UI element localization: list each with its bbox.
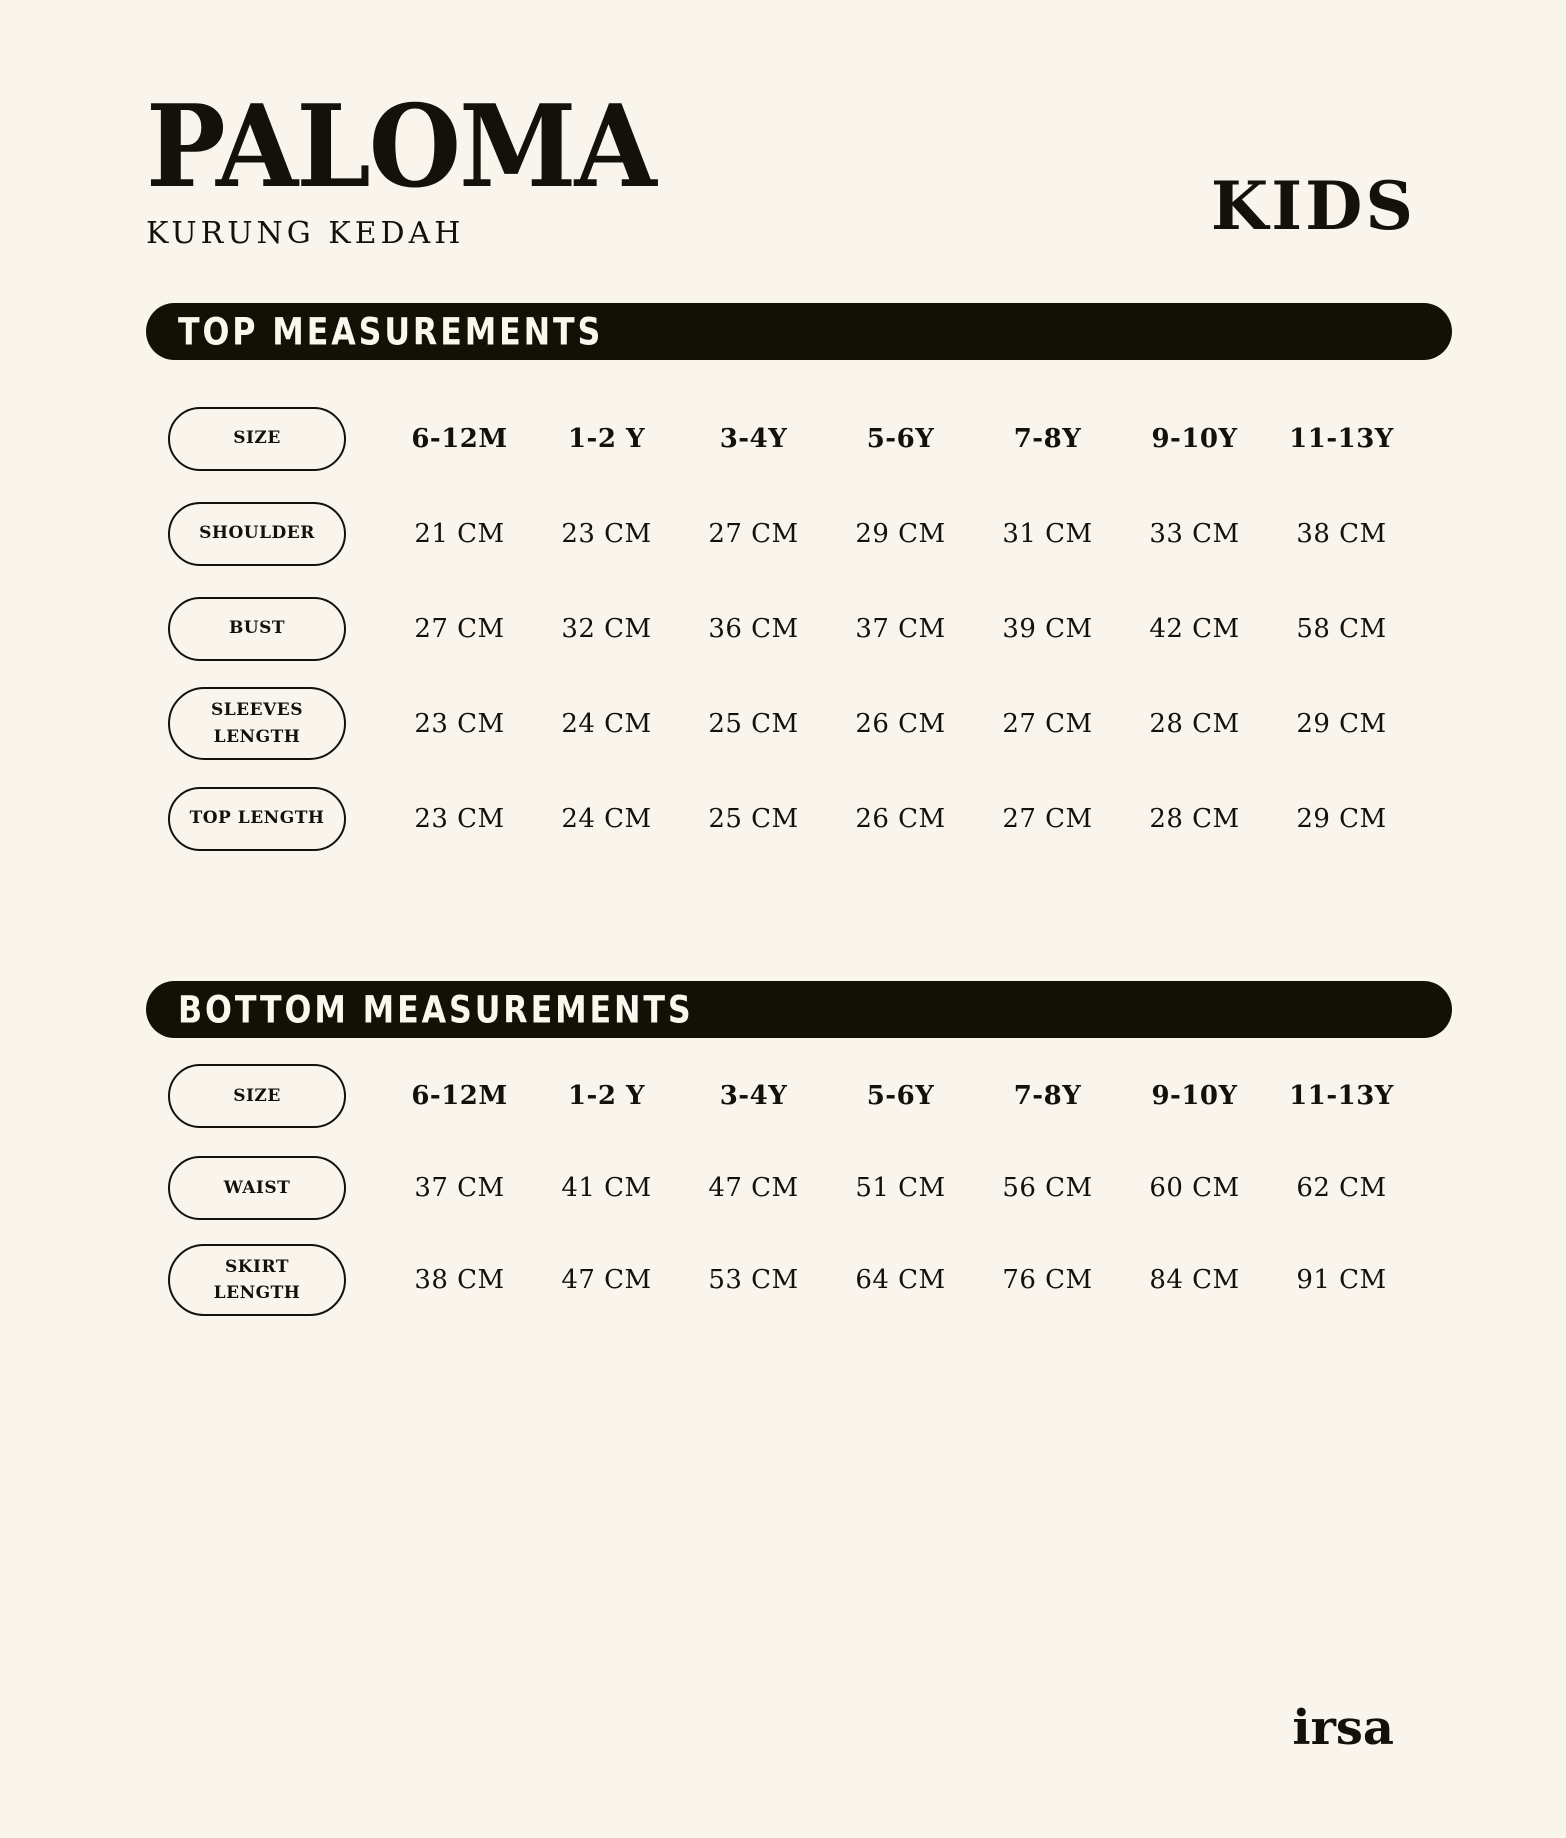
measurement-value: 27 CM [708, 518, 799, 549]
row-label: SHOULDER [199, 523, 315, 544]
measurement-value: 31 CM [1002, 518, 1093, 549]
measurement-value: 51 CM [855, 1173, 946, 1204]
row-label-pill: SLEEVES LENGTH [168, 687, 346, 760]
measurement-value: 21 CM [414, 518, 505, 549]
bottom-measurements-banner-label: BOTTOM MEASUREMENTS [178, 987, 694, 1032]
row-label: SLEEVES LENGTH [210, 700, 304, 747]
row-label-pill: TOP LENGTH [168, 786, 346, 851]
row-label: WAIST [223, 1177, 291, 1198]
size-column-header: 3-4Y [719, 423, 788, 454]
measurement-value: 39 CM [1002, 613, 1093, 644]
size-column-header: 3-4Y [719, 1081, 788, 1112]
table-row-shoulder: SHOULDER 21 CM 23 CM 27 CM 29 CM 31 CM 3… [146, 486, 1566, 581]
bottom-measurements-banner: BOTTOM MEASUREMENTS [146, 981, 1452, 1039]
brand-logo: PALOMA [146, 78, 657, 213]
measurement-value: 64 CM [855, 1265, 946, 1296]
measurement-value: 28 CM [1149, 803, 1240, 834]
row-label: BUST [228, 618, 286, 639]
header: PALOMA KURUNG KEDAH KIDS [0, 0, 1566, 251]
row-label-pill: BUST [168, 596, 346, 661]
measurement-value: 25 CM [708, 803, 799, 834]
measurement-value: 32 CM [561, 613, 652, 644]
measurement-value: 24 CM [561, 708, 652, 739]
size-column-header: 1-2 Y [567, 1081, 646, 1112]
measurement-value: 26 CM [855, 708, 946, 739]
top-measurements-banner-label: TOP MEASUREMENTS [178, 309, 604, 354]
measurement-value: 38 CM [1296, 518, 1387, 549]
row-label: TOP LENGTH [189, 808, 325, 829]
measurement-value: 84 CM [1149, 1265, 1240, 1296]
table-row-bust: BUST 27 CM 32 CM 36 CM 37 CM 39 CM 42 CM… [146, 581, 1566, 676]
measurement-value: 58 CM [1296, 613, 1387, 644]
row-label: SKIRT LENGTH [213, 1256, 301, 1304]
row-label-pill: SKIRT LENGTH [168, 1243, 346, 1317]
measurement-value: 29 CM [1296, 708, 1387, 739]
measurement-value: 62 CM [1296, 1173, 1387, 1204]
row-label-pill: WAIST [168, 1156, 346, 1221]
measurement-value: 37 CM [855, 613, 946, 644]
size-column-header: 11-13Y [1289, 1081, 1394, 1112]
measurement-value: 25 CM [708, 708, 799, 739]
measurement-value: 29 CM [855, 518, 946, 549]
measurement-value: 26 CM [855, 803, 946, 834]
measurement-value: 27 CM [1002, 803, 1093, 834]
measurement-value: 28 CM [1149, 708, 1240, 739]
measurement-value: 29 CM [1296, 803, 1387, 834]
table-row-skirt-length: SKIRT LENGTH 38 CM 47 CM 53 CM 64 CM 76 … [146, 1234, 1566, 1326]
size-column-header: 9-10Y [1151, 423, 1238, 454]
measurement-value: 60 CM [1149, 1173, 1240, 1204]
table-row-sleeves-length: SLEEVES LENGTH 23 CM 24 CM 25 CM 26 CM 2… [146, 676, 1566, 771]
size-column-header: 11-13Y [1289, 423, 1394, 454]
bottom-measurements-table: SIZE 6-12M 1-2 Y 3-4Y 5-6Y 7-8Y 9-10Y 11… [146, 1050, 1566, 1326]
measurement-value: 56 CM [1002, 1173, 1093, 1204]
size-label-pill: SIZE [168, 406, 346, 471]
top-measurements-table: SIZE 6-12M 1-2 Y 3-4Y 5-6Y 7-8Y 9-10Y 11… [146, 391, 1566, 866]
measurement-value: 41 CM [561, 1173, 652, 1204]
measurement-value: 47 CM [708, 1173, 799, 1204]
row-label-pill: SHOULDER [168, 501, 346, 566]
table-header-row: SIZE 6-12M 1-2 Y 3-4Y 5-6Y 7-8Y 9-10Y 11… [146, 391, 1566, 486]
size-column-header: 1-2 Y [567, 423, 646, 454]
size-column-header: 5-6Y [866, 1081, 935, 1112]
table-header-row: SIZE 6-12M 1-2 Y 3-4Y 5-6Y 7-8Y 9-10Y 11… [146, 1050, 1566, 1142]
measurement-value: 23 CM [414, 708, 505, 739]
measurement-value: 33 CM [1149, 518, 1240, 549]
measurement-value: 38 CM [414, 1265, 505, 1296]
size-label: SIZE [233, 1085, 281, 1106]
measurement-value: 37 CM [414, 1173, 505, 1204]
size-label-pill: SIZE [168, 1064, 346, 1129]
measurement-value: 36 CM [708, 613, 799, 644]
table-row-top-length: TOP LENGTH 23 CM 24 CM 25 CM 26 CM 27 CM… [146, 771, 1566, 866]
collection-title: KIDS [1210, 167, 1416, 246]
brand-block: PALOMA KURUNG KEDAH [146, 88, 657, 252]
measurement-value: 42 CM [1149, 613, 1240, 644]
size-column-header: 5-6Y [866, 423, 935, 454]
size-column-header: 7-8Y [1013, 1081, 1082, 1112]
size-column-header: 9-10Y [1151, 1081, 1238, 1112]
size-column-header: 7-8Y [1013, 423, 1082, 454]
measurement-value: 24 CM [561, 803, 652, 834]
size-column-header: 6-12M [411, 423, 508, 454]
measurement-value: 53 CM [708, 1265, 799, 1296]
measurement-value: 27 CM [414, 613, 505, 644]
measurement-value: 27 CM [1002, 708, 1093, 739]
size-label: SIZE [233, 428, 281, 449]
size-column-header: 6-12M [411, 1081, 508, 1112]
top-measurements-banner: TOP MEASUREMENTS [146, 303, 1452, 361]
measurement-value: 23 CM [414, 803, 505, 834]
irsa-logo: irsa [1292, 1700, 1394, 1756]
measurement-value: 47 CM [561, 1265, 652, 1296]
measurement-value: 76 CM [1002, 1265, 1093, 1296]
measurement-value: 91 CM [1296, 1265, 1387, 1296]
measurement-value: 23 CM [561, 518, 652, 549]
brand-sublogo: KURUNG KEDAH [146, 216, 465, 252]
table-row-waist: WAIST 37 CM 41 CM 47 CM 51 CM 56 CM 60 C… [146, 1142, 1566, 1234]
